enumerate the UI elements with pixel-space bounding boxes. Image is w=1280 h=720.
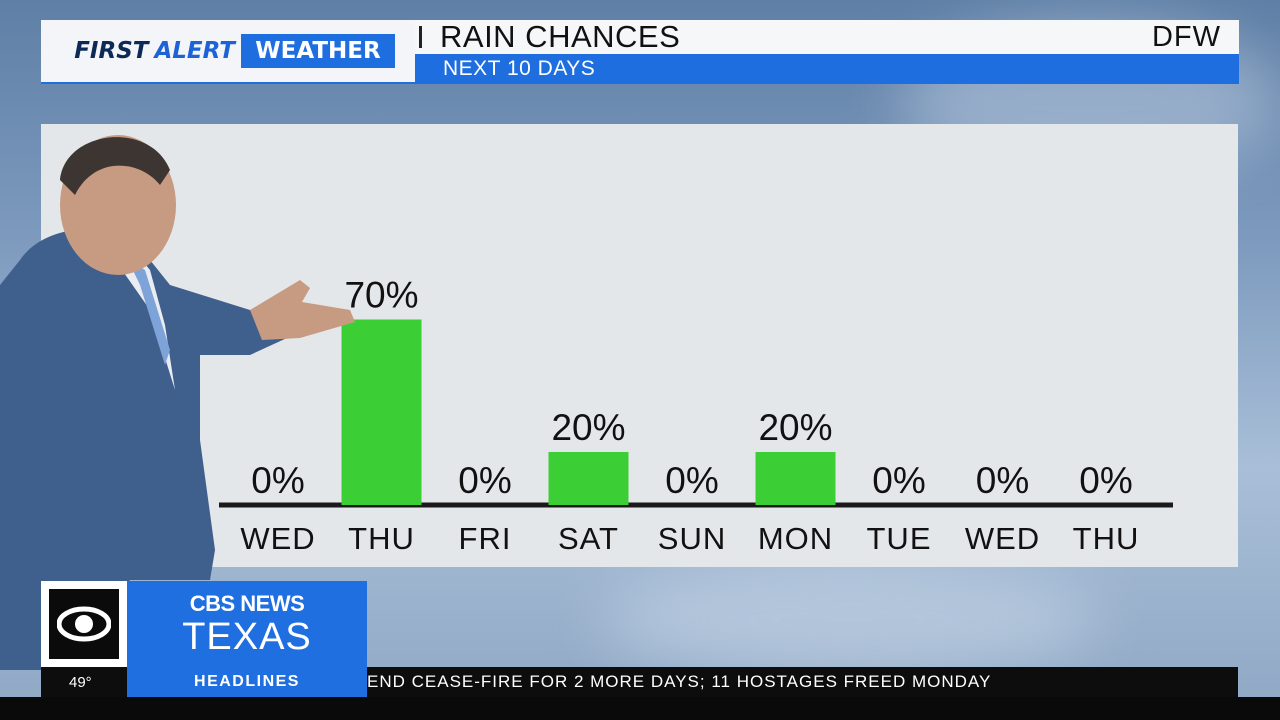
- day-label: THU: [1073, 521, 1140, 556]
- presenter-figure: [0, 135, 355, 670]
- network-region: TEXAS: [182, 616, 312, 658]
- day-label: SUN: [658, 521, 726, 556]
- bar-thu-1: [341, 319, 422, 505]
- value-label: 70%: [344, 275, 418, 316]
- bottom-bar: [0, 697, 1280, 720]
- brand-underline: [41, 82, 415, 84]
- station-logo: [41, 581, 127, 667]
- brand-first-text: FIRST: [74, 38, 149, 64]
- value-label: 0%: [976, 460, 1029, 501]
- value-label: 0%: [665, 460, 718, 501]
- day-label: SAT: [558, 521, 619, 556]
- day-label: MON: [758, 521, 833, 556]
- day-label: WED: [240, 521, 315, 556]
- value-label: 0%: [872, 460, 925, 501]
- value-label: 20%: [758, 407, 832, 448]
- page-subtitle: NEXT 10 DAYS: [415, 54, 1239, 84]
- brand-weather: WEATHER: [241, 34, 395, 68]
- brand-alert-text: ALERT: [154, 38, 235, 64]
- value-label: 0%: [1079, 460, 1132, 501]
- value-label: 0%: [251, 460, 304, 501]
- cbs-eye-icon-graphic: [57, 606, 111, 642]
- title-bar: RAIN CHANCES DFW: [415, 19, 1239, 54]
- sky-cloud: [600, 560, 1100, 680]
- current-temperature: 49°: [69, 673, 92, 691]
- rain-chance-chart: 0% WED 70% THU 0% FRI 20% SAT 0% SUN 20% MON 0% TUE 0%…: [219, 275, 1173, 556]
- day-label: THU: [348, 521, 415, 556]
- network-name: CBS NEWS: [189, 591, 305, 616]
- bar-mon-5: [755, 452, 836, 505]
- news-ticker: 49° HEADLINES END CEASE-FIRE FOR 2 MORE …: [41, 667, 1238, 697]
- brand-first-alert: FIRST ALERT: [41, 20, 241, 82]
- location-label: DFW: [1151, 20, 1221, 53]
- title-separator: [419, 26, 422, 48]
- headlines-label: HEADLINES: [127, 667, 367, 697]
- value-label: 0%: [458, 460, 511, 501]
- bar-sat-3: [548, 452, 629, 505]
- cbs-eye-icon: [49, 589, 119, 659]
- page-title: RAIN CHANCES: [440, 19, 681, 54]
- day-label: WED: [965, 521, 1040, 556]
- header: FIRST ALERT WEATHER RAIN CHANCES DFW NEXT…: [41, 19, 1239, 84]
- day-label: TUE: [867, 521, 932, 556]
- day-label: FRI: [459, 521, 512, 556]
- ticker-text: END CEASE-FIRE FOR 2 MORE DAYS; 11 HOSTA…: [367, 672, 992, 691]
- network-branding: CBS NEWS TEXAS: [127, 581, 367, 667]
- value-label: 20%: [551, 407, 625, 448]
